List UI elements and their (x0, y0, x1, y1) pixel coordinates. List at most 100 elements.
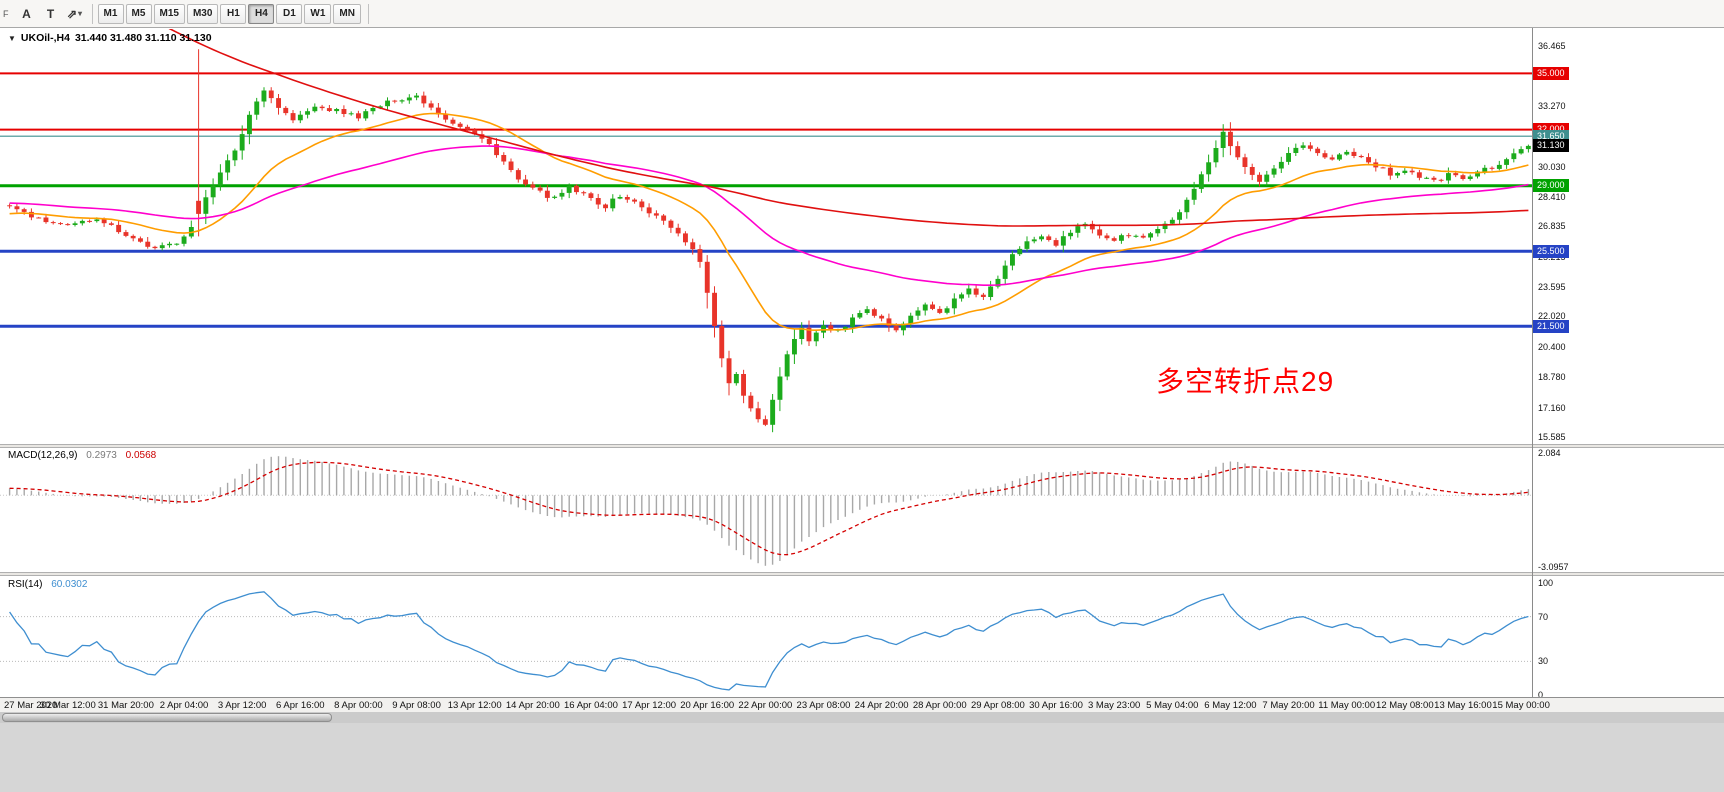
price-tick: 22.020 (1538, 311, 1566, 322)
chart-canvas-background[interactable] (0, 28, 1724, 712)
timeframe-button-w1[interactable]: W1 (304, 3, 332, 24)
scrollbar-thumb[interactable] (2, 713, 332, 722)
price-tick: 18.780 (1538, 372, 1566, 383)
price-level-label: 35.000 (1533, 66, 1569, 80)
time-axis-label: 24 Apr 20:00 (854, 700, 909, 711)
moving-averages-layer (9, 29, 1529, 332)
chart-annotation-text[interactable]: 多空转折点29 (1156, 366, 1335, 397)
macd-signal-line (9, 461, 1529, 556)
timeframe-button-m5[interactable]: M5 (125, 3, 152, 24)
time-axis-label: 28 Apr 00:00 (912, 700, 967, 711)
macd-layer (0, 456, 1532, 566)
indicator-tool-icon: ⇗ (66, 6, 78, 21)
price-tick: 15.585 (1538, 432, 1566, 442)
rsi-name: RSI(14) (8, 579, 43, 590)
time-axis-label: 5 May 04:00 (1146, 700, 1199, 711)
time-axis-label: 9 Apr 08:00 (392, 700, 441, 711)
time-axis-label: 29 Apr 08:00 (970, 700, 1025, 711)
rsi-indicator-label: RSI(14) 60.0302 (8, 579, 87, 590)
time-axis[interactable]: 27 Mar 2020 30 Mar 12:00 31 Mar 20:00 2 Apr… (0, 697, 1724, 712)
ma-mid-magenta (9, 145, 1529, 287)
time-axis-label: 15 May 00:00 (1492, 700, 1550, 711)
time-axis-label: 13 May 16:00 (1434, 700, 1492, 711)
chart-plot[interactable] (0, 28, 1724, 712)
time-axis-label: 20 Apr 16:00 (680, 700, 735, 711)
price-tick: 26.835 (1538, 221, 1566, 232)
time-axis-label: 3 Apr 12:00 (217, 700, 267, 711)
macd-tick: 2.084 (1538, 448, 1561, 458)
macd-indicator-label: MACD(12,26,9) 0.2973 0.0568 (8, 450, 156, 461)
price-tick: 30.030 (1538, 161, 1566, 172)
time-axis-label: 8 Apr 00:00 (334, 700, 383, 711)
price-tick: 20.400 (1538, 341, 1566, 352)
rsi-tick: 30 (1538, 656, 1549, 667)
time-axis-label: 27 Mar 2020 (4, 700, 58, 711)
bottom-filler (0, 723, 1724, 792)
timeframe-button-mn[interactable]: MN (333, 3, 361, 24)
rsi-tick: 0 (1538, 690, 1544, 700)
main-toolbar: F A T ⇗ ▾ M1 M5 M15 M30 H1 H4 D1 W1 MN (0, 0, 1724, 28)
toolbar-separator (91, 3, 93, 24)
macd-name: MACD(12,26,9) (8, 450, 78, 461)
timeframe-button-d1[interactable]: D1 (276, 3, 303, 24)
toolbar-separator (367, 3, 369, 24)
rsi-value: 60.0302 (51, 579, 88, 590)
timeframe-button-m1[interactable]: M1 (97, 3, 124, 24)
timeframe-toolbar: M1 M5 M15 M30 H1 H4 D1 W1 MN (97, 3, 363, 24)
indicator-tool-button[interactable]: ⇗ ▾ (63, 3, 87, 25)
time-axis-label: 12 May 08:00 (1376, 700, 1434, 711)
time-axis-label: 16 Apr 04:00 (564, 700, 618, 711)
text-tool-button[interactable]: A (15, 3, 39, 25)
label-tool-button[interactable]: T (39, 3, 63, 25)
horizontal-scrollbar[interactable] (0, 712, 1724, 723)
time-axis-label: 2 Apr 04:00 (159, 700, 209, 711)
price-level-label: 29.000 (1533, 179, 1569, 193)
ma-fast-orange (9, 112, 1529, 332)
price-tick: 33.270 (1538, 100, 1566, 111)
symbol-title: UKOil-,H4 (20, 32, 70, 44)
time-axis-label: 31 Mar 20:00 (97, 700, 154, 711)
price-tick: 17.160 (1538, 402, 1566, 413)
timeframe-button-h4[interactable]: H4 (248, 3, 275, 24)
time-axis-label: 23 Apr 08:00 (796, 700, 851, 711)
time-axis-label: 7 May 20:00 (1262, 700, 1315, 711)
timeframe-button-m30[interactable]: M30 (186, 3, 219, 24)
price-level-label: 25.500 (1533, 244, 1569, 258)
rsi-layer (0, 591, 1532, 691)
timeframe-button-m15[interactable]: M15 (153, 3, 185, 24)
current-price-label: 31.130 (1533, 139, 1569, 153)
time-axis-label: 30 Apr 16:00 (1029, 700, 1083, 711)
timeframe-button-h1[interactable]: H1 (220, 3, 247, 24)
price-axis[interactable]: 36.46533.27030.03028.41026.83525.21523.5… (1532, 28, 1724, 712)
panel-divider-macd[interactable] (0, 444, 1724, 448)
time-axis-label: 11 May 00:00 (1318, 700, 1376, 711)
time-axis-label: 14 Apr 20:00 (505, 700, 560, 711)
time-axis-label: 6 May 12:00 (1204, 700, 1257, 711)
symbol-info: ▼ UKOil-,H4 31.440 31.480 31.110 31.130 (8, 32, 212, 44)
price-tick: 28.410 (1538, 191, 1566, 202)
candles-layer (7, 49, 1531, 433)
price-level-label: 21.500 (1533, 319, 1569, 333)
rsi-tick: 100 (1538, 578, 1554, 588)
time-axis-label: 6 Apr 16:00 (275, 700, 325, 711)
macd-main-value: 0.2973 (86, 450, 117, 461)
time-axis-label: 22 Apr 00:00 (738, 700, 793, 711)
price-tick: 36.465 (1538, 41, 1566, 51)
price-tick: 23.595 (1538, 282, 1566, 292)
label-tool-icon: T (46, 6, 55, 21)
toolbar-corner-label: F (3, 8, 9, 19)
time-axis-label: 3 May 23:00 (1088, 700, 1141, 711)
ma-slow-red (168, 29, 1529, 227)
time-axis-label: 30 Mar 12:00 (39, 700, 96, 711)
time-axis-label: 17 Apr 12:00 (622, 700, 677, 711)
panel-divider-rsi[interactable] (0, 572, 1724, 576)
symbol-dropdown-icon[interactable]: ▼ (8, 33, 16, 43)
rsi-tick: 70 (1538, 611, 1549, 622)
time-axis-label: 13 Apr 12:00 (447, 700, 502, 711)
macd-tick: -3.0957 (1538, 562, 1569, 572)
text-tool-icon: A (22, 6, 31, 21)
dropdown-caret-icon: ▾ (78, 9, 83, 18)
macd-signal-value: 0.0568 (125, 450, 157, 461)
rsi-line (9, 591, 1529, 691)
